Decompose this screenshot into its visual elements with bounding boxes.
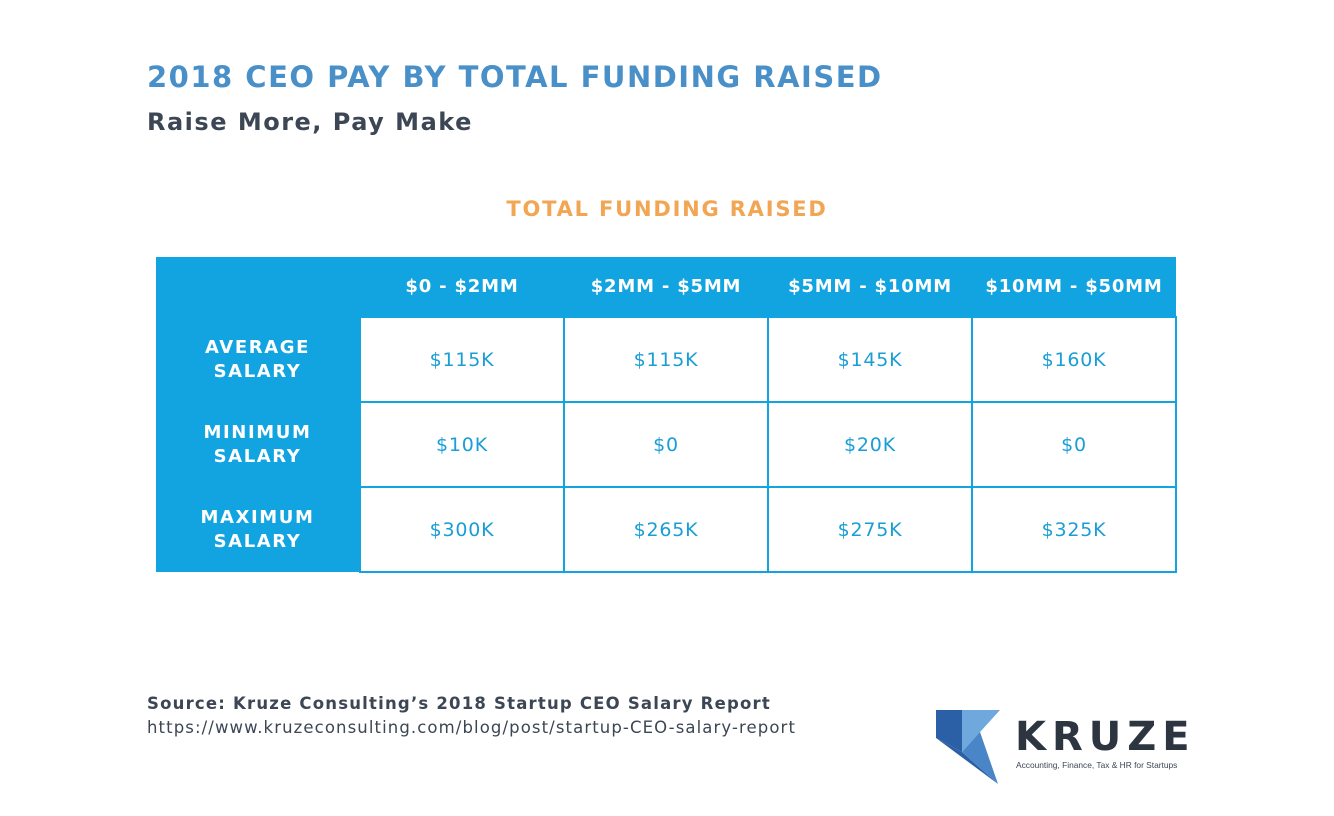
table-row: AVERAGE SALARY $115K $115K $145K $160K [156,316,1177,403]
table-cell: $145K [767,316,973,403]
table-cell: $115K [359,316,565,403]
row-header-maximum-salary: MAXIMUM SALARY [156,487,360,572]
table-cell: $0 [563,401,769,488]
table-row: MINIMUM SALARY $10K $0 $20K $0 [156,401,1177,488]
table-row: MAXIMUM SALARY $300K $265K $275K $325K [156,486,1177,573]
logo-wordmark: KRUZE [1015,714,1196,760]
table-heading: TOTAL FUNDING RAISED [506,197,828,221]
column-header-10-50mm: $10MM - $50MM [972,257,1176,317]
logo-tagline: Accounting, Finance, Tax & HR for Startu… [1016,760,1178,770]
source-url: https://www.kruzeconsulting.com/blog/pos… [147,718,797,737]
row-header-minimum-salary: MINIMUM SALARY [156,402,360,487]
kruze-logo-mark-icon [936,710,1000,784]
table-cell: $275K [767,486,973,573]
table-cell: $115K [563,316,769,403]
table-header-row: $0 - $2MM $2MM - $5MM $5MM - $10MM $10MM… [156,257,1176,317]
table-cell: $0 [971,401,1177,488]
kruze-logo: KRUZE Accounting, Finance, Tax & HR for … [936,708,1196,788]
table-cell: $160K [971,316,1177,403]
source-citation: Source: Kruze Consulting’s 2018 Startup … [147,694,771,713]
table-corner-cell [156,257,360,317]
table-cell: $265K [563,486,769,573]
salary-table: $0 - $2MM $2MM - $5MM $5MM - $10MM $10MM… [156,257,1177,573]
column-header-0-2mm: $0 - $2MM [360,257,564,317]
table-cell: $20K [767,401,973,488]
row-header-average-salary: AVERAGE SALARY [156,317,360,402]
page-subtitle: Raise More, Pay Make [147,108,473,136]
page-title: 2018 CEO PAY BY TOTAL FUNDING RAISED [147,60,883,94]
column-header-2-5mm: $2MM - $5MM [564,257,768,317]
column-header-5-10mm: $5MM - $10MM [768,257,972,317]
table-cell: $10K [359,401,565,488]
table-cell: $325K [971,486,1177,573]
table-cell: $300K [359,486,565,573]
